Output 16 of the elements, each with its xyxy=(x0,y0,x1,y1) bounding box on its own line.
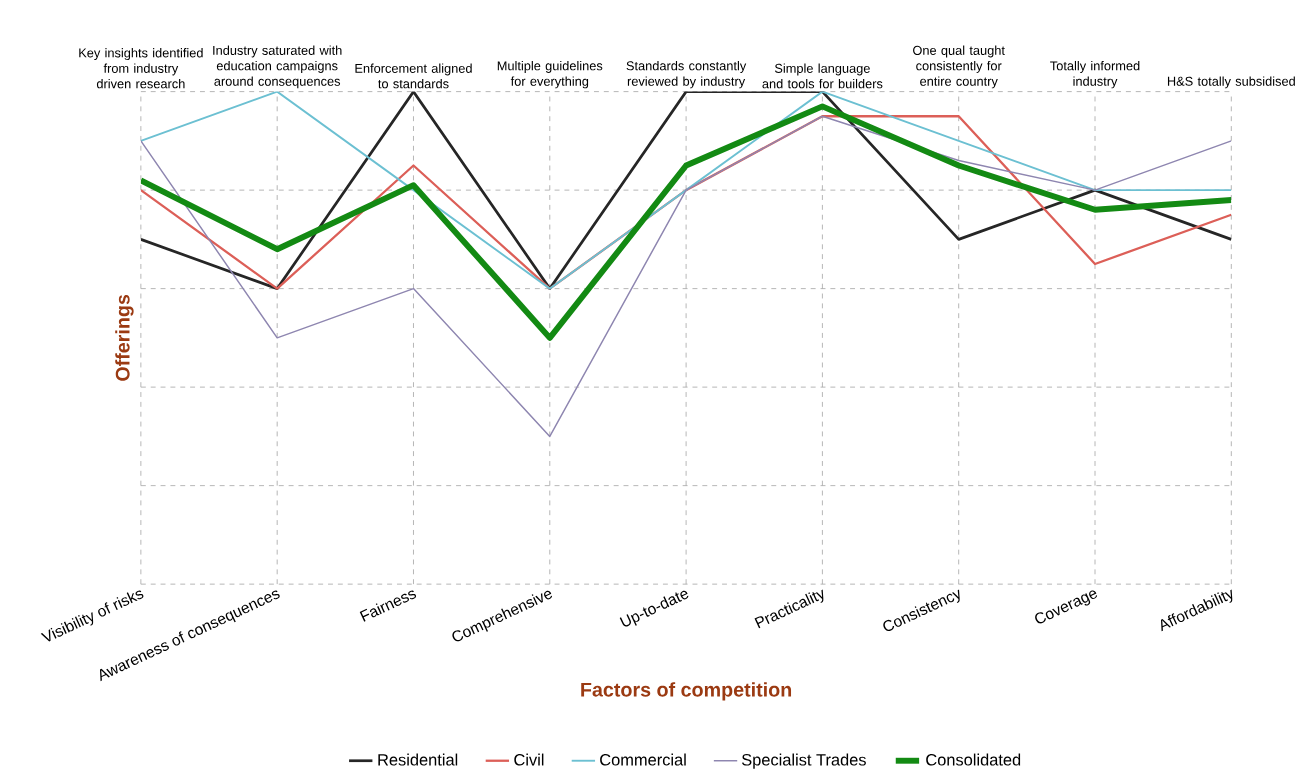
text: Enforcement aligned to standards xyxy=(355,63,472,89)
text: H&S totally subsidised xyxy=(1167,76,1295,89)
legend-label: Commercial xyxy=(600,753,686,766)
text: One qual taught consistently for entire country xyxy=(913,45,1005,89)
legend-label: Specialist Trades xyxy=(741,753,866,769)
legend-label: Residential xyxy=(378,753,458,766)
text: Key insights identified from industry driven research xyxy=(79,47,203,89)
legend-label: Consolidated xyxy=(926,753,1021,766)
x-axis-title: Factors of competition xyxy=(581,681,792,701)
text: Standards constantly reviewed by industry xyxy=(626,60,747,89)
text: Multiple guidelines for everything xyxy=(497,60,603,89)
text: Totally informed industry xyxy=(1050,60,1140,89)
y-axis-title: Offerings xyxy=(115,294,134,381)
text: Industry saturated with education campaigns around consequences xyxy=(213,45,342,89)
text: Simple language and tools for builders xyxy=(762,63,883,89)
legend-label: Civil xyxy=(514,753,544,766)
